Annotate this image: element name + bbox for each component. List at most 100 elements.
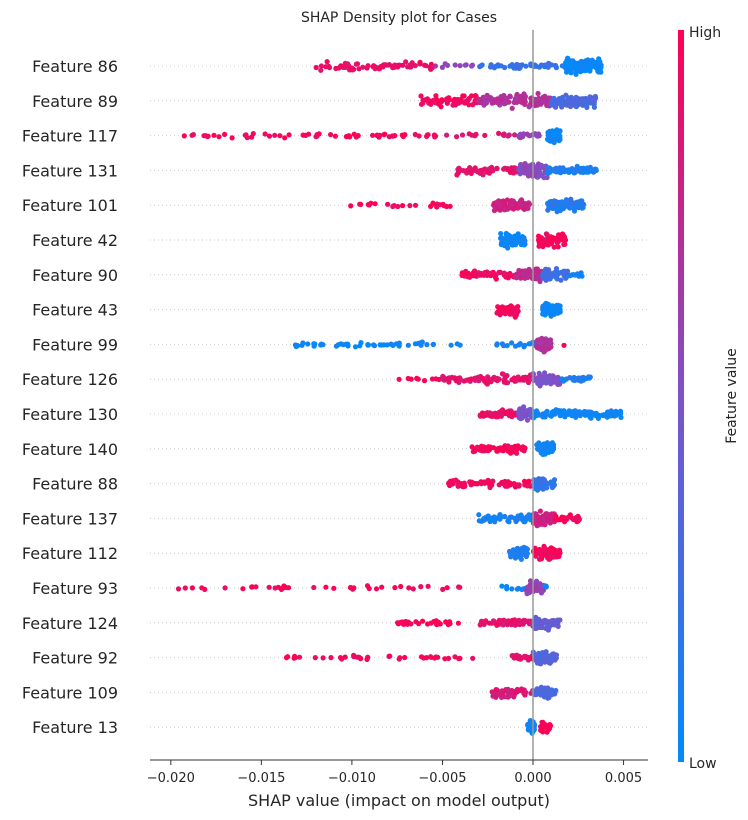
shap-point (515, 205, 521, 211)
feature-label: Feature 131 (22, 161, 118, 180)
shap-point (352, 344, 359, 350)
shap-point (430, 341, 436, 347)
shap-point (465, 274, 471, 280)
shap-point (428, 101, 434, 107)
shap-point (511, 482, 518, 488)
shap-point (536, 96, 542, 102)
shap-point (493, 687, 499, 693)
shap-point (495, 200, 501, 206)
shap-point (558, 277, 564, 283)
shap-point (540, 486, 546, 492)
shap-point (543, 411, 549, 417)
shap-point (477, 170, 483, 176)
shap-point (504, 306, 510, 312)
shap-point (398, 620, 404, 626)
shap-point (584, 169, 590, 175)
shap-point (439, 375, 446, 381)
shap-point (584, 102, 590, 108)
feature-label: Feature 140 (22, 440, 118, 459)
shap-point (351, 131, 357, 137)
shap-point (500, 621, 506, 627)
shap-point (510, 206, 517, 212)
shap-point (512, 201, 518, 207)
shap-point (416, 133, 422, 139)
feature-label: Feature 112 (22, 544, 118, 563)
shap-point (540, 729, 546, 735)
shap-point (521, 404, 527, 410)
shap-point (434, 201, 440, 207)
shap-point (536, 688, 543, 694)
shap-point (519, 415, 525, 421)
feature-label: Feature 42 (32, 231, 118, 250)
shap-point (473, 93, 479, 99)
shap-point (593, 61, 599, 67)
shap-point (519, 62, 525, 68)
shap-point (515, 237, 521, 243)
shap-point (511, 132, 518, 138)
feature-label: Feature 126 (22, 370, 118, 389)
shap-point (499, 583, 505, 589)
shap-point (387, 653, 393, 659)
shap-point (286, 132, 292, 138)
shap-point (335, 342, 341, 348)
shap-point (502, 206, 509, 213)
shap-point (537, 556, 543, 562)
feature-label: Feature 13 (32, 718, 118, 737)
shap-point (538, 552, 544, 558)
shap-point (498, 231, 504, 237)
shap-point (229, 135, 235, 141)
shap-point (545, 95, 551, 101)
shap-point (468, 376, 474, 382)
shap-point (548, 313, 554, 319)
shap-point (554, 132, 560, 138)
shap-point (551, 482, 558, 488)
shap-point (566, 168, 572, 174)
shap-point (403, 59, 409, 65)
shap-point (555, 269, 561, 275)
shap-point (593, 166, 599, 172)
shap-point (502, 240, 508, 246)
shap-point (494, 622, 500, 628)
shap-point (433, 654, 439, 660)
shap-point (539, 377, 545, 383)
shap-point (494, 448, 500, 454)
shap-point (326, 65, 333, 71)
chart-title: SHAP Density plot for Cases (301, 10, 497, 26)
shap-point (543, 625, 549, 632)
shap-point (546, 233, 552, 240)
shap-points (175, 55, 624, 736)
shap-point (505, 686, 511, 692)
shap-point (393, 341, 399, 347)
shap-point (481, 444, 487, 450)
shap-point (561, 101, 567, 107)
shap-point (489, 376, 496, 382)
feature-label: Feature 124 (22, 614, 118, 633)
shap-point (354, 654, 360, 660)
shap-point (474, 481, 480, 487)
shap-point (500, 310, 506, 316)
shap-point (547, 619, 553, 625)
shap-point (482, 99, 488, 105)
shap-point (454, 341, 460, 347)
shap-point (424, 342, 430, 348)
shap-point (417, 59, 423, 65)
shap-point (541, 237, 547, 243)
shap-point (396, 376, 402, 382)
shap-point (550, 235, 556, 241)
shap-point (466, 95, 472, 101)
shap-point (581, 376, 587, 382)
shap-point (446, 480, 452, 486)
shap-point (512, 233, 518, 239)
shap-point (412, 202, 419, 208)
shap-point (428, 203, 434, 209)
shap-point (468, 169, 474, 175)
shap-point (509, 653, 515, 659)
shap-point (567, 103, 574, 110)
colorbar: High Low Feature value (678, 25, 740, 772)
shap-point (547, 722, 553, 728)
feature-label: Feature 89 (32, 92, 118, 111)
shap-point (535, 274, 541, 280)
shap-point (524, 514, 530, 520)
shap-point (311, 343, 317, 349)
shap-point (506, 519, 512, 525)
